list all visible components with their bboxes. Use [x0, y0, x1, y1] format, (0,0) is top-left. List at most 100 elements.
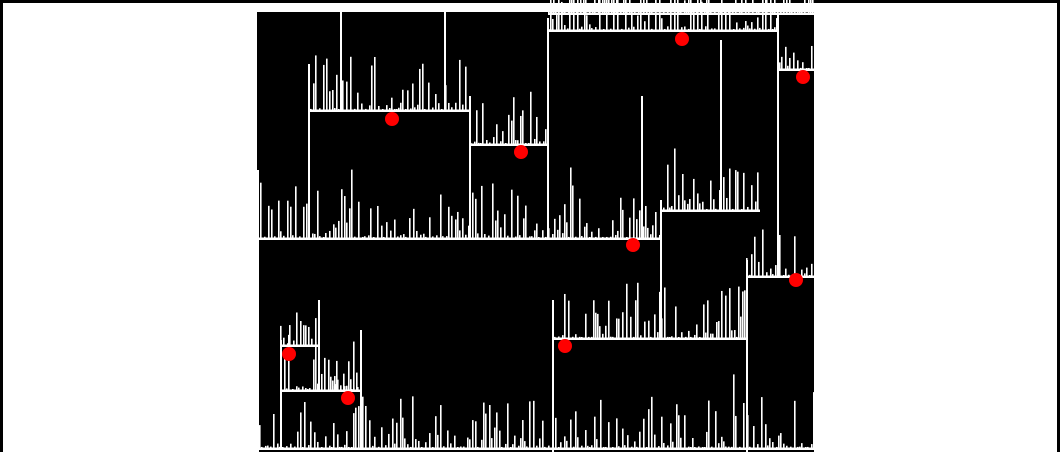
signal-spike — [468, 225, 470, 239]
signal-spike — [614, 10, 616, 14]
segment-level-line — [548, 29, 777, 32]
signal-spike — [583, 0, 585, 15]
segment-separator — [360, 330, 362, 449]
signal-spike — [678, 415, 680, 449]
signal-spike — [575, 411, 577, 449]
signal-spike — [402, 417, 404, 449]
signal-spike — [799, 6, 801, 14]
signal-spike — [681, 332, 683, 339]
signal-spike — [718, 9, 720, 14]
signal-spike — [639, 210, 641, 239]
signal-spike — [602, 0, 604, 14]
signal-spike — [604, 0, 606, 14]
signal-spike — [710, 333, 712, 339]
signal-spike — [594, 0, 596, 14]
marker-point — [558, 339, 572, 353]
signal-spike — [545, 129, 547, 145]
signal-spike — [419, 68, 421, 111]
signal-spike — [669, 207, 671, 211]
signal-spike — [337, 379, 339, 391]
signal-spike — [608, 0, 610, 14]
segment-level-line — [746, 275, 814, 278]
signal-spike — [344, 196, 346, 239]
signal-spike — [688, 330, 690, 339]
signal-spike — [317, 383, 319, 391]
marker-points — [282, 32, 810, 405]
signal-spike — [564, 25, 566, 31]
signal-spike — [346, 431, 348, 449]
signal-spike — [740, 316, 742, 339]
signal-spike — [562, 233, 564, 239]
signal-spike — [753, 426, 755, 449]
signal-spike — [719, 190, 721, 211]
signal-spike — [595, 27, 597, 31]
signal-spike — [802, 62, 804, 70]
signal-spike — [349, 208, 351, 239]
signal-spike — [725, 295, 727, 339]
signal-spike — [564, 293, 566, 339]
signal-spike — [348, 361, 350, 391]
signal-spike — [667, 26, 669, 31]
signal-spike — [496, 412, 498, 449]
signal-spike — [629, 0, 631, 14]
signal-spike — [389, 107, 391, 111]
signal-spike — [288, 334, 290, 391]
signal-spike — [486, 140, 488, 145]
signal-spike — [371, 65, 373, 111]
signal-spike — [700, 0, 702, 14]
signal-spike — [522, 110, 524, 145]
signal-spike — [396, 422, 398, 449]
signal-spike — [508, 114, 510, 145]
signal-spike — [414, 107, 416, 111]
signal-spike — [684, 200, 686, 211]
signal-spike — [412, 396, 414, 449]
signal-spike — [512, 444, 514, 449]
segment-level-line — [660, 209, 760, 212]
signal-spike — [766, 0, 768, 14]
signal-spike — [292, 235, 294, 239]
signal-spike — [425, 442, 427, 449]
signal-spike — [594, 416, 596, 449]
signal-spike — [716, 322, 718, 339]
signal-spike — [794, 400, 796, 449]
signal-spike — [687, 203, 689, 211]
segment-separator — [547, 18, 549, 239]
signal-spike — [361, 103, 363, 111]
signal-spike — [655, 0, 657, 15]
signal-spike — [584, 9, 586, 32]
signal-spike — [485, 413, 487, 449]
signal-spike — [659, 291, 661, 339]
signal-spike — [715, 411, 717, 449]
signal-spike — [561, 1, 563, 31]
signal-spike — [651, 2, 653, 15]
signal-spike — [747, 206, 749, 211]
signal-spike — [581, 26, 583, 31]
signal-spike — [457, 211, 459, 239]
signal-spike — [737, 171, 739, 211]
signal-spike — [713, 199, 715, 211]
signal-spike — [801, 443, 803, 449]
signal-spike — [786, 0, 788, 15]
marker-point — [789, 273, 803, 287]
signal-spike — [558, 0, 560, 32]
signal-spike — [467, 437, 469, 449]
signal-spike — [633, 26, 635, 31]
signal-spike — [517, 195, 519, 239]
signal-spike — [766, 272, 768, 277]
signal-spike — [712, 333, 714, 339]
signal-spike — [346, 222, 348, 239]
signal-spike — [616, 0, 618, 14]
signal-spike — [569, 0, 571, 31]
signal-spike — [663, 207, 665, 211]
signal-spike — [629, 217, 631, 239]
marker-point — [514, 145, 528, 159]
signal-spike — [303, 206, 305, 239]
signal-spike — [772, 442, 774, 449]
signal-spike — [328, 359, 330, 391]
signal-spike — [754, 236, 756, 277]
signal-spike — [515, 140, 517, 145]
signal-spike — [392, 418, 394, 449]
signal-spike — [755, 201, 757, 211]
signal-spike — [692, 438, 694, 449]
